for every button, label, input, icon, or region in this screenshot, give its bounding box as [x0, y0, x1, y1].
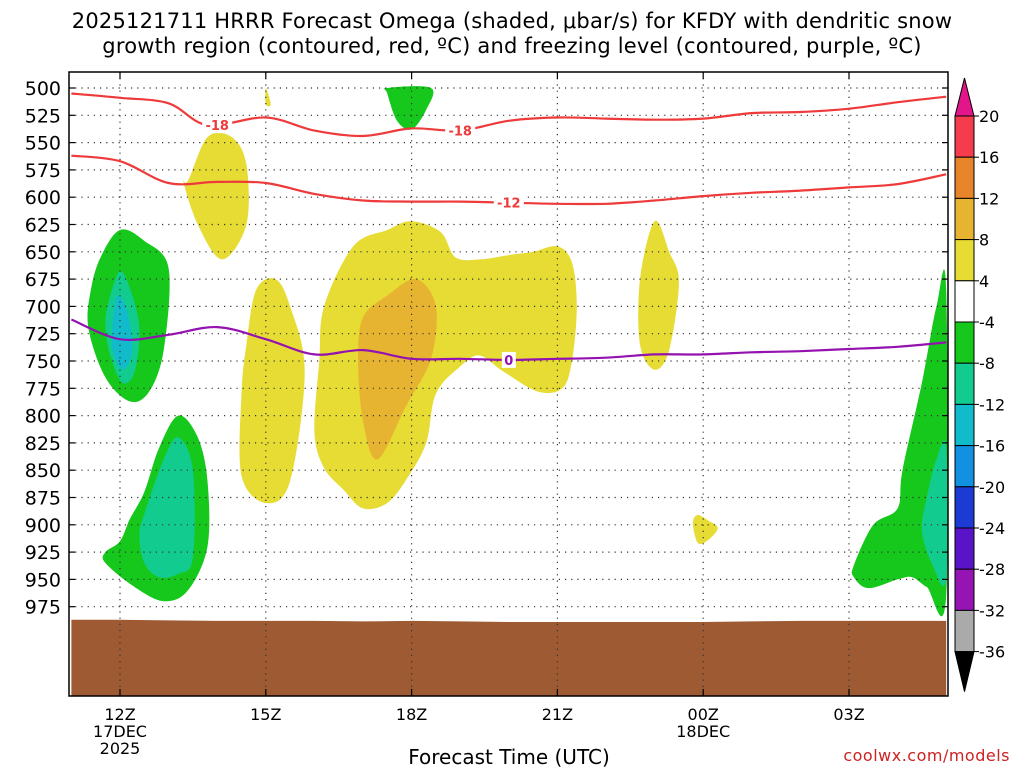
y-tick-label-625: 625	[25, 215, 61, 237]
colorbar-label-11: -28	[979, 560, 1005, 579]
y-tick-label-825: 825	[25, 433, 61, 455]
contour-label-0-0: -18	[205, 119, 229, 134]
colorbar-swatch-12	[954, 609, 975, 653]
x-tick-label-12Z-2: 2025	[100, 739, 141, 758]
colorbar-label-3: 8	[979, 231, 989, 250]
y-tick-label-575: 575	[25, 160, 61, 182]
y-tick-label-800: 800	[25, 406, 61, 428]
y-tick-label-675: 675	[25, 269, 61, 291]
contour-label-bg-1-0	[493, 194, 524, 211]
plot-clip-group: -18 -18 -12 0	[69, 72, 948, 696]
x-tick-label-15Z-0: 15Z	[250, 705, 281, 724]
colorbar-swatch-6	[954, 362, 975, 405]
colorbar-label-7: -12	[979, 395, 1005, 414]
colorbar-swatch-5	[954, 321, 975, 364]
colorbar-label-0: 20	[979, 107, 999, 126]
colorbar-label-10: -24	[979, 519, 1005, 538]
colorbar-bottom-arrow	[954, 651, 975, 692]
colorbar-top-arrow	[954, 77, 975, 117]
omega-region-12	[139, 437, 195, 578]
x-tick-label-00Z-1: 18DEC	[676, 722, 730, 741]
plot-frame	[68, 71, 949, 697]
site-credit: coolwx.com/models	[843, 746, 1010, 765]
y-tick-label-525: 525	[25, 105, 61, 127]
colorbar-label-5: -4	[979, 313, 995, 332]
omega-region-3	[314, 221, 577, 510]
colorbar-label-13: -36	[979, 643, 1005, 662]
y-tick-label-550: 550	[25, 133, 61, 155]
colorbar-label-4: 4	[979, 272, 989, 291]
x-tick-label-03Z-0: 03Z	[833, 705, 864, 724]
chart-title-line-1: 2025121711 HRRR Forecast Omega (shaded, …	[71, 9, 953, 33]
y-tick-label-925: 925	[25, 542, 61, 564]
plot-area: -18 -18 -12 0	[69, 72, 948, 696]
colorbar-swatch-11	[954, 568, 975, 611]
y-tick-label-875: 875	[25, 488, 61, 510]
x-axis-label: Forecast Time (UTC)	[408, 745, 610, 769]
colorbar: 20 16 12 8 4 -4 -8 -12 -16 -20 -24 -28 -32 -36	[954, 77, 1005, 692]
colorbar-swatch-7	[954, 403, 975, 447]
omega-region-5	[638, 220, 679, 370]
colorbar-label-9: -20	[979, 478, 1005, 497]
x-tick-label-12Z-0: 12Z	[104, 705, 135, 724]
y-tick-label-725: 725	[25, 324, 61, 346]
y-tick-label-850: 850	[25, 460, 61, 482]
colorbar-swatch-2	[954, 197, 975, 241]
omega-region-10	[111, 295, 133, 370]
omega-region-4	[358, 278, 437, 460]
y-tick-label-650: 650	[25, 242, 61, 264]
y-tick-label-775: 775	[25, 378, 61, 400]
colorbar-swatch-4	[954, 280, 975, 323]
axes: 500 525 550 575 600 625 650 675 700 725 750 775 800 8…	[25, 71, 949, 758]
contour-label-2-0: 0	[504, 354, 513, 369]
omega-region-6	[692, 514, 718, 544]
contour-label-bg-2-0	[501, 351, 516, 368]
colorbar-swatch-0	[954, 115, 975, 158]
omega-region-0	[265, 88, 271, 107]
x-tick-label-00Z-0: 00Z	[688, 705, 719, 724]
colorbar-swatch-9	[954, 486, 975, 529]
omega-region-2	[239, 278, 305, 504]
y-tick-label-750: 750	[25, 351, 61, 373]
colorbar-swatch-3	[954, 239, 975, 282]
omega-region-14	[921, 440, 948, 587]
colorbar-swatch-1	[954, 156, 975, 199]
contour-label-bg-0-1	[445, 122, 476, 139]
omega-region-7	[383, 86, 434, 130]
colorbar-swatch-8	[954, 445, 975, 488]
y-tick-label-950: 950	[25, 569, 61, 591]
terrain-band	[71, 619, 947, 696]
x-tick-label-21Z-0: 21Z	[542, 705, 573, 724]
colorbar-label-8: -16	[979, 437, 1005, 456]
y-tick-label-500: 500	[25, 78, 61, 100]
colorbar-label-1: 16	[979, 148, 999, 167]
y-tick-label-700: 700	[25, 296, 61, 318]
contour-label-1-0: -12	[497, 197, 521, 212]
omega-region-1	[182, 132, 249, 260]
y-tick-label-900: 900	[25, 515, 61, 537]
y-tick-label-975: 975	[25, 597, 61, 619]
x-tick-label-12Z-1: 17DEC	[93, 722, 147, 741]
colorbar-label-12: -32	[979, 601, 1005, 620]
y-tick-label-600: 600	[25, 187, 61, 209]
contour-label-bg-0-0	[202, 117, 233, 134]
contour-label-0-1: -18	[448, 125, 472, 140]
colorbar-swatch-10	[954, 527, 975, 570]
x-tick-label-18Z-0: 18Z	[396, 705, 427, 724]
chart-title-line-2: growth region (contoured, red, ºC) and f…	[102, 34, 922, 58]
colorbar-label-6: -8	[979, 354, 995, 373]
colorbar-label-2: 12	[979, 189, 999, 208]
